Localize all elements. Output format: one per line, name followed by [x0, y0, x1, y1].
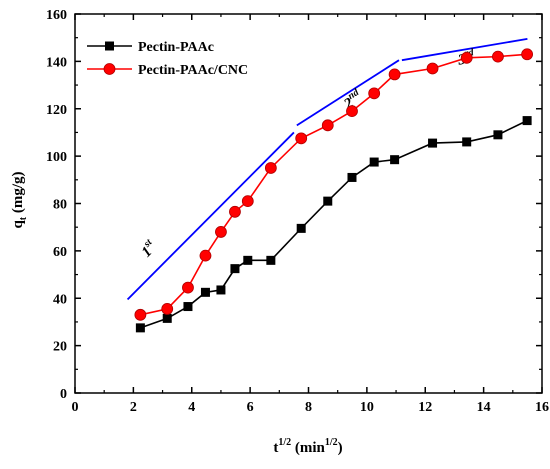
data-point-square: [369, 157, 379, 167]
legend-label-2: Pectin-PAAc/CNC: [138, 63, 248, 78]
data-point-circle: [264, 162, 277, 174]
data-point-circle: [521, 48, 534, 61]
x-tick-label: 16: [535, 400, 549, 415]
data-point-square: [162, 313, 172, 323]
stage-label-1: 1st: [137, 236, 161, 260]
y-tick-label: 0: [60, 387, 67, 402]
y-tick-label: 80: [53, 198, 67, 213]
data-point-square: [323, 196, 333, 206]
data-point-circle: [215, 226, 227, 238]
y-tick-label: 60: [53, 245, 67, 260]
data-point-circle: [134, 308, 147, 321]
x-tick-label: 10: [360, 400, 374, 415]
data-point-square: [243, 255, 253, 265]
data-point-circle: [295, 132, 308, 145]
data-point-square: [347, 172, 357, 182]
fit-line-3: [401, 37, 528, 62]
data-point-square: [462, 137, 472, 147]
data-point-circle: [460, 51, 473, 64]
legend-label-1: Pectin-PAAc: [138, 40, 214, 55]
data-point-square: [493, 130, 503, 140]
data-point-square: [200, 287, 210, 297]
data-point-circle: [321, 119, 334, 132]
data-point-circle: [182, 281, 194, 294]
data-point-square: [230, 264, 240, 274]
data-point-circle: [368, 87, 381, 100]
x-tick-label: 6: [247, 400, 254, 415]
fit-line-2: [296, 59, 400, 127]
series-line-2: [140, 53, 528, 316]
x-tick-label: 14: [477, 400, 491, 415]
data-point-square: [428, 138, 438, 148]
data-point-square: [266, 255, 276, 265]
y-tick-label: 140: [46, 55, 67, 70]
data-point-circle: [161, 303, 174, 315]
legend: Pectin-PAAc Pectin-PAAc/CNC: [87, 40, 248, 78]
x-tick-label: 0: [72, 400, 79, 415]
series-line-1: [140, 119, 528, 329]
x-tick-label: 4: [188, 400, 195, 415]
data-point-circle: [199, 249, 212, 262]
data-point-circle: [388, 68, 401, 81]
legend-marker-square: [105, 41, 114, 51]
x-axis-label: t1/2 (min1/2): [273, 437, 342, 456]
data-series: [134, 48, 534, 333]
y-tick-label: 20: [53, 340, 67, 355]
x-tick-label: 2: [130, 400, 137, 415]
fit-line-1: [126, 131, 295, 301]
x-tick-label: 12: [418, 400, 432, 415]
y-tick-label: 160: [46, 8, 67, 23]
data-point-square: [522, 116, 532, 126]
y-axis-label: qt (mg/g): [10, 171, 29, 228]
data-point-square: [390, 155, 400, 165]
y-tick-label: 100: [46, 150, 67, 165]
data-point-square: [135, 323, 145, 333]
data-point-square: [296, 223, 306, 233]
data-point-circle: [426, 62, 439, 75]
y-tick-label: 40: [53, 292, 67, 307]
data-point-square: [216, 285, 226, 295]
data-point-square: [183, 302, 193, 312]
data-point-circle: [229, 205, 241, 218]
data-point-circle: [346, 105, 358, 118]
data-point-circle: [492, 50, 504, 63]
legend-marker-circle: [103, 63, 116, 75]
y-tick-label: 120: [46, 103, 67, 118]
data-point-circle: [241, 195, 254, 208]
axis-labels: t1/2 (min1/2) qt (mg/g): [10, 171, 343, 456]
x-tick-label: 8: [305, 400, 312, 415]
